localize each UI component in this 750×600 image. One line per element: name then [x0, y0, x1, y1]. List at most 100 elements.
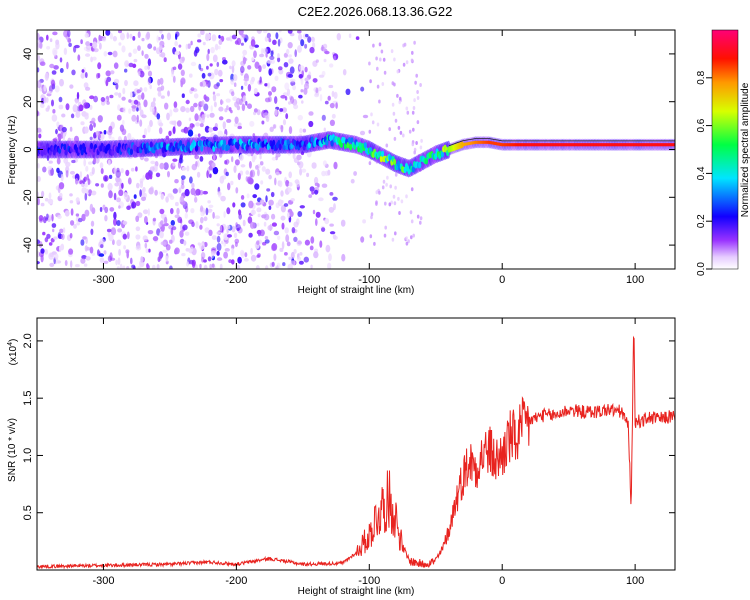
spectrogram-speckle [69, 170, 76, 175]
spectrogram-speckle [139, 119, 143, 127]
spectrogram-speckle [247, 65, 252, 70]
spectrogram-speckle [108, 233, 114, 242]
spectrogram-speckle [48, 168, 54, 177]
spectrogram-speckle [128, 99, 132, 103]
snr-panel: -300 -200 -100 0 100 0.5 1.0 1.5 2.0 Height of s… [7, 317, 676, 597]
spectrogram-speckle [287, 263, 293, 269]
spectrogram-ridge-core [349, 144, 353, 151]
spectrogram-speckle [297, 240, 302, 245]
spectrogram-speckle [130, 257, 133, 265]
spectrogram-ridge-core [381, 150, 385, 157]
spectrogram-speckle [249, 120, 255, 127]
spectrogram-ridge-core [117, 142, 121, 149]
spectrogram-speckle [93, 157, 96, 164]
spectrogram-speckle [162, 249, 168, 253]
spectrogram-speckle [122, 87, 126, 95]
spectrogram-x-tick-label: -200 [225, 274, 247, 286]
spectrogram-speckle [188, 117, 192, 122]
spectrogram-speckle [172, 126, 176, 134]
spectrogram-speckle [139, 189, 142, 198]
spectrogram-speckle [52, 228, 55, 233]
spectrogram-speckle [203, 94, 207, 100]
spectrogram-speckle [226, 207, 231, 215]
spectrogram-speckle [298, 94, 303, 99]
spectrogram-speckle [58, 182, 65, 190]
spectrogram-speckle [108, 190, 113, 199]
spectrogram-speckle [321, 44, 324, 52]
spectrogram-speckle [104, 206, 109, 214]
spectrogram-speckle [416, 214, 420, 219]
spectrogram-speckle [139, 178, 144, 184]
spectrogram-speckle [370, 112, 373, 117]
spectrogram-speckle [51, 70, 57, 75]
spectrogram-speckle [228, 259, 232, 263]
spectrogram-speckle [268, 205, 272, 210]
spectrogram-speckle [37, 67, 40, 73]
spectrogram-speckle [419, 216, 423, 221]
spectrogram-speckle [48, 192, 52, 199]
spectrogram-speckle [99, 238, 105, 245]
snr-x-tick-label: -100 [358, 575, 380, 587]
spectrogram-speckle [244, 252, 248, 258]
spectrogram-speckle [299, 252, 303, 256]
spectrogram-speckle [190, 188, 196, 196]
spectrogram-speckle [97, 72, 101, 79]
spectrogram-speckle [211, 34, 217, 42]
spectrogram-speckle [99, 257, 105, 263]
spectrogram-speckle [115, 259, 118, 266]
spectrogram-speckle [257, 222, 260, 227]
spectrogram-speckle [180, 106, 186, 113]
spectrogram-speckle [263, 112, 269, 119]
spectrogram-speckle [242, 49, 248, 56]
spectrogram-speckle [53, 49, 57, 57]
spectrogram-ridge-core [272, 139, 276, 147]
spectrogram-speckle [49, 262, 55, 267]
spectrogram-speckle [284, 82, 290, 91]
spectrogram-speckle [259, 161, 264, 166]
spectrogram-speckle [178, 157, 184, 164]
spectrogram-speckle [174, 247, 180, 255]
spectrogram-speckle [109, 94, 114, 99]
spectrogram-speckle [174, 214, 180, 219]
spectrogram-speckle [84, 32, 90, 38]
colorbar-tick-label: 0.0 [696, 262, 707, 276]
spectrogram-speckle [234, 40, 239, 45]
spectrogram-speckle [127, 132, 132, 141]
spectrogram-speckle [216, 243, 222, 251]
spectrogram-speckle [407, 239, 410, 244]
spectrogram-ridge-core [440, 151, 444, 158]
spectrogram-speckle [200, 211, 205, 217]
spectrogram-speckle [314, 189, 319, 195]
spectrogram-speckle [90, 228, 94, 235]
spectrogram-ridge-core [363, 142, 367, 149]
spectrogram-speckle [141, 50, 144, 56]
spectrogram-speckle [268, 91, 272, 96]
spectrogram-speckle [248, 232, 253, 238]
spectrogram-speckle [133, 194, 137, 199]
spectrogram-speckle [39, 61, 46, 66]
spectrogram-speckle [64, 260, 68, 266]
spectrogram-speckle [47, 166, 53, 170]
spectrogram-speckle [323, 127, 326, 132]
spectrogram-ridge-core [411, 166, 415, 173]
spectrogram-speckle [191, 221, 195, 228]
spectrogram-speckle [196, 171, 201, 178]
spectrogram-speckle [131, 114, 137, 122]
spectrogram-speckle [117, 257, 121, 266]
spectrogram-speckle [95, 156, 100, 164]
spectrogram-ridge-core [329, 134, 333, 142]
spectrogram-speckle [206, 114, 210, 119]
spectrogram-speckle [37, 55, 41, 61]
spectrogram-speckle [169, 109, 173, 117]
spectrogram-speckle [262, 64, 267, 69]
snr-y-axis-title: SNR (10 * v/v) [7, 418, 18, 482]
spectrogram-speckle [393, 136, 397, 141]
spectrogram-speckle [271, 156, 277, 161]
spectrogram-speckle [126, 266, 130, 269]
spectrogram-speckle [89, 203, 94, 212]
spectrogram-speckle [51, 223, 57, 228]
spectrogram-speckle [265, 265, 269, 269]
spectrogram-speckle [413, 98, 416, 103]
spectrogram-speckle [255, 202, 261, 206]
spectrogram-speckle [118, 248, 121, 256]
